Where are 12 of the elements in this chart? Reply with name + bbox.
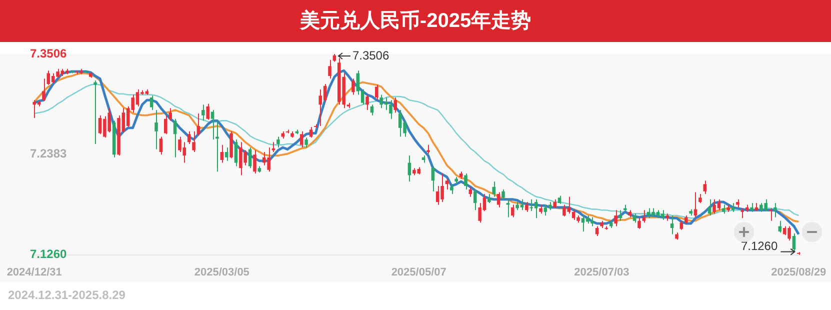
chart-title: 美元兑人民币-2025年走势	[0, 0, 831, 42]
y-tick-label: 7.1260	[30, 247, 68, 262]
annotation: 7.3506	[352, 48, 390, 62]
x-tick-label: 2025/08/29	[771, 266, 826, 278]
annotation: 7.1260	[740, 239, 778, 254]
x-tick-label: 2025/07/03	[574, 266, 630, 278]
y-tick-label: 7.3506	[30, 46, 68, 60]
x-tick-label: 2025/03/05	[194, 266, 250, 278]
text: 2024.12.31-2025.8.29	[8, 288, 126, 302]
x-tick-label: 2024/12/31	[6, 266, 62, 278]
x-tick-label: 2025/05/07	[391, 266, 446, 278]
y-tick-label: 7.2383	[30, 146, 68, 161]
